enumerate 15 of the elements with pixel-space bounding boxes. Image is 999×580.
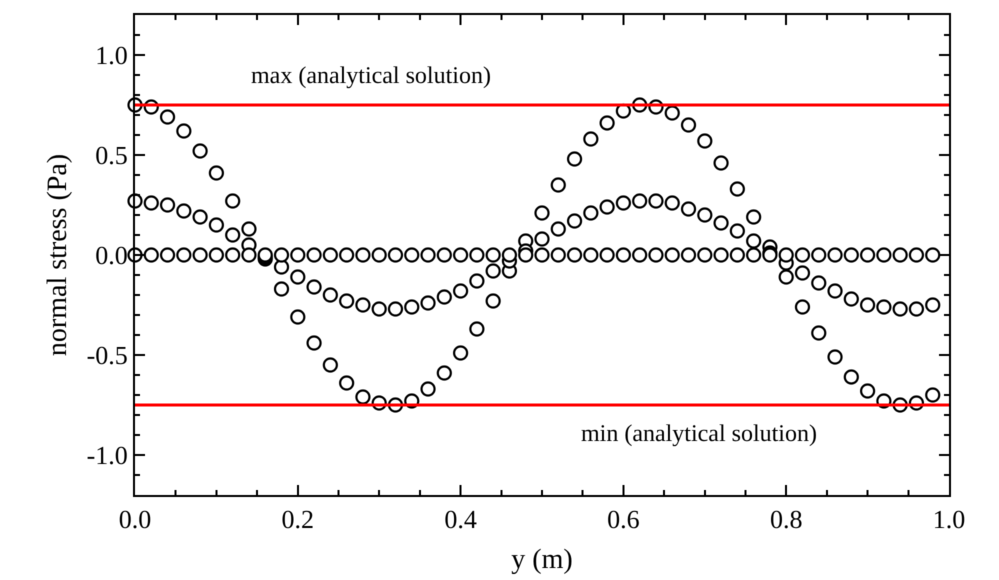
y-tick-label: -1.0 [86, 441, 128, 470]
y-axis-title: normal stress (Pa) [42, 154, 73, 356]
x-tick-label: 0.6 [607, 505, 640, 534]
x-tick-label: 0.2 [282, 505, 314, 534]
ref-line-label: min (analytical solution) [581, 421, 817, 447]
x-tick-label: 1.0 [932, 505, 966, 534]
y-tick-label: 0.0 [95, 241, 128, 270]
y-tick-label: 0.5 [95, 141, 128, 170]
y-tick-label: 1.0 [95, 41, 128, 70]
x-axis-title: y (m) [511, 544, 573, 575]
x-tick-label: 0.0 [118, 505, 152, 534]
x-tick-label: 0.8 [770, 505, 802, 534]
x-tick-label: 0.4 [444, 505, 477, 534]
y-tick-label: -0.5 [86, 341, 128, 370]
ref-line-label: max (analytical solution) [251, 63, 491, 89]
